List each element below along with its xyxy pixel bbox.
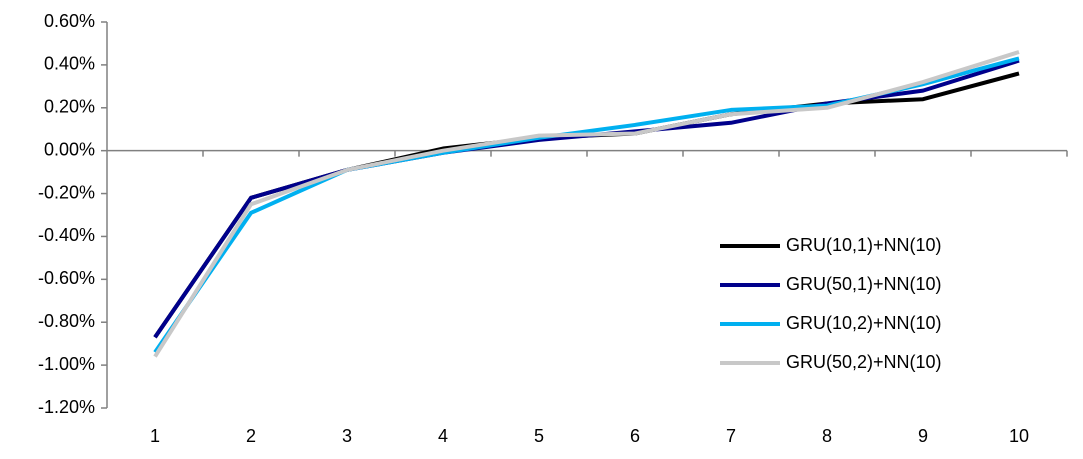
x-tick-label: 4 <box>438 426 448 446</box>
y-tick-label: -0.40% <box>38 225 95 245</box>
x-tick-label: 5 <box>534 426 544 446</box>
x-tick-label: 9 <box>918 426 928 446</box>
series-line <box>153 71 1020 339</box>
x-tick-label: 6 <box>630 426 640 446</box>
y-tick-label: -0.80% <box>38 311 95 331</box>
y-tick-label: -1.00% <box>38 354 95 374</box>
y-tick-label: 0.20% <box>44 97 95 117</box>
x-tick-label: 10 <box>1009 426 1029 446</box>
x-tick-label: 8 <box>822 426 832 446</box>
legend-label: GRU(10,1)+NN(10) <box>786 235 942 255</box>
y-tick-label: 0.40% <box>44 54 95 74</box>
y-tick-label: -1.20% <box>38 397 95 417</box>
x-tick-label: 1 <box>150 426 160 446</box>
legend-label: GRU(10,2)+NN(10) <box>786 313 942 333</box>
x-tick-label: 7 <box>726 426 736 446</box>
legend: GRU(10,1)+NN(10) GRU(50,1)+NN(10) GRU(10,2… <box>720 235 942 372</box>
y-tick-label: 0.00% <box>44 139 95 159</box>
x-tick-label: 2 <box>246 426 256 446</box>
y-tick-label: -0.60% <box>38 268 95 288</box>
y-tick-label: 0.60% <box>44 11 95 31</box>
y-tick-label: -0.20% <box>38 182 95 202</box>
series-line <box>153 50 1020 358</box>
x-tick-label: 3 <box>342 426 352 446</box>
legend-label: GRU(50,2)+NN(10) <box>786 352 942 372</box>
legend-label: GRU(50,1)+NN(10) <box>786 274 942 294</box>
